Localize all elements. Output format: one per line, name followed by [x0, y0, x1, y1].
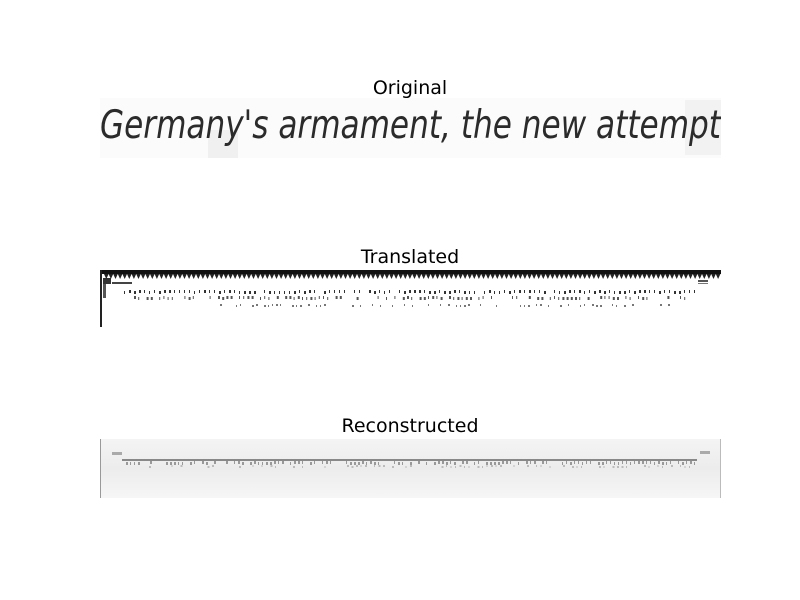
original-image: Germany's armament, the new attempt: [100, 98, 721, 158]
reconstructed-pattern: [100, 439, 721, 498]
reconstructed-title: Reconstructed: [341, 415, 479, 437]
original-title: Original: [372, 77, 448, 99]
translated-title: Translated: [360, 246, 460, 268]
reconstructed-image: [100, 439, 721, 498]
handwriting-image: Germany's armament, the new attempt: [100, 100, 721, 158]
translated-image: [100, 270, 721, 327]
handwriting-text: Germany's armament, the new attempt: [100, 103, 721, 148]
translated-pattern: [100, 270, 721, 327]
